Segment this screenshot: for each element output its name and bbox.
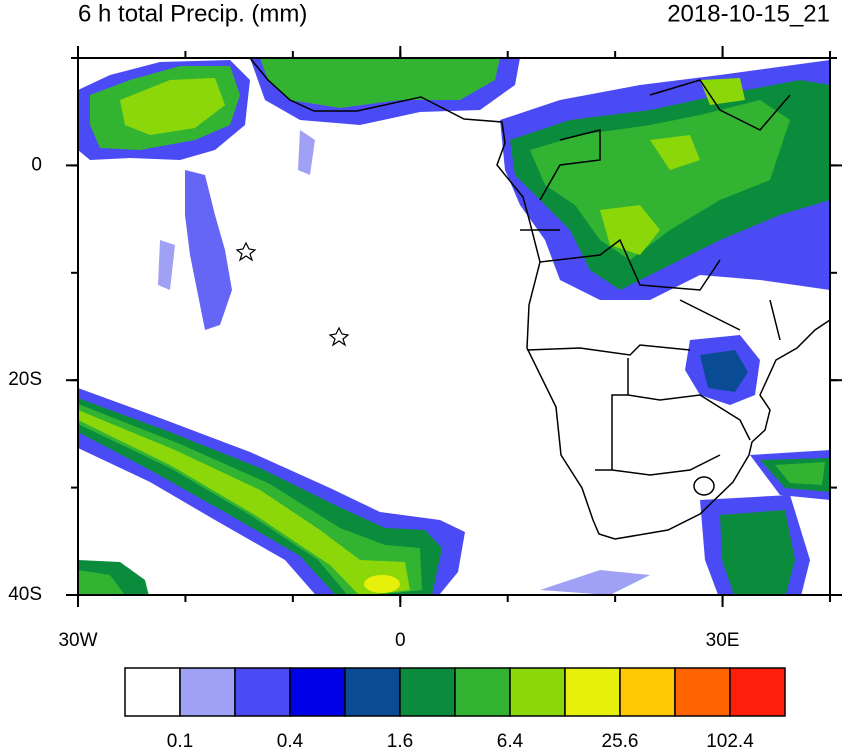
lon-label: 30W <box>58 630 97 651</box>
colorbar-cell <box>289 667 346 717</box>
colorbar-cell <box>344 667 401 717</box>
colorbar-label: 1.6 <box>387 731 413 750</box>
axis-ticks: 30W 0 30E 0 20S 40S <box>8 46 842 651</box>
colorbar-label: 25.6 <box>602 731 639 750</box>
colorbar-cell <box>124 667 181 717</box>
lon-label: 30E <box>706 630 740 651</box>
island-markers <box>235 241 350 347</box>
colorbar-cell <box>564 667 621 717</box>
colorbar: 0.1 0.4 1.6 6.4 25.6 102.4 <box>124 667 786 752</box>
lat-label: 20S <box>8 369 42 390</box>
colorbar-cell <box>179 667 236 717</box>
colorbar-label: 102.4 <box>706 731 754 750</box>
colorbar-cell <box>674 667 731 717</box>
colorbar-label: 0.1 <box>167 731 193 750</box>
lon-label: 0 <box>395 630 406 651</box>
colorbar-cell <box>454 667 511 717</box>
colorbar-cell <box>234 667 291 717</box>
map-timestamp: 2018-10-15_21 <box>667 0 830 27</box>
map-frame <box>77 57 831 596</box>
colorbar-label: 6.4 <box>497 731 524 750</box>
colorbar-cell <box>729 667 786 717</box>
map-title: 6 h total Precip. (mm) <box>78 0 307 27</box>
lat-label: 0 <box>31 154 42 175</box>
lat-label: 40S <box>8 584 42 605</box>
precip-field <box>78 58 830 595</box>
coastlines <box>249 58 830 540</box>
colorbar-cell <box>619 667 676 717</box>
colorbar-cell <box>509 667 566 717</box>
colorbar-label: 0.4 <box>277 731 304 750</box>
colorbar-cell <box>399 667 456 717</box>
